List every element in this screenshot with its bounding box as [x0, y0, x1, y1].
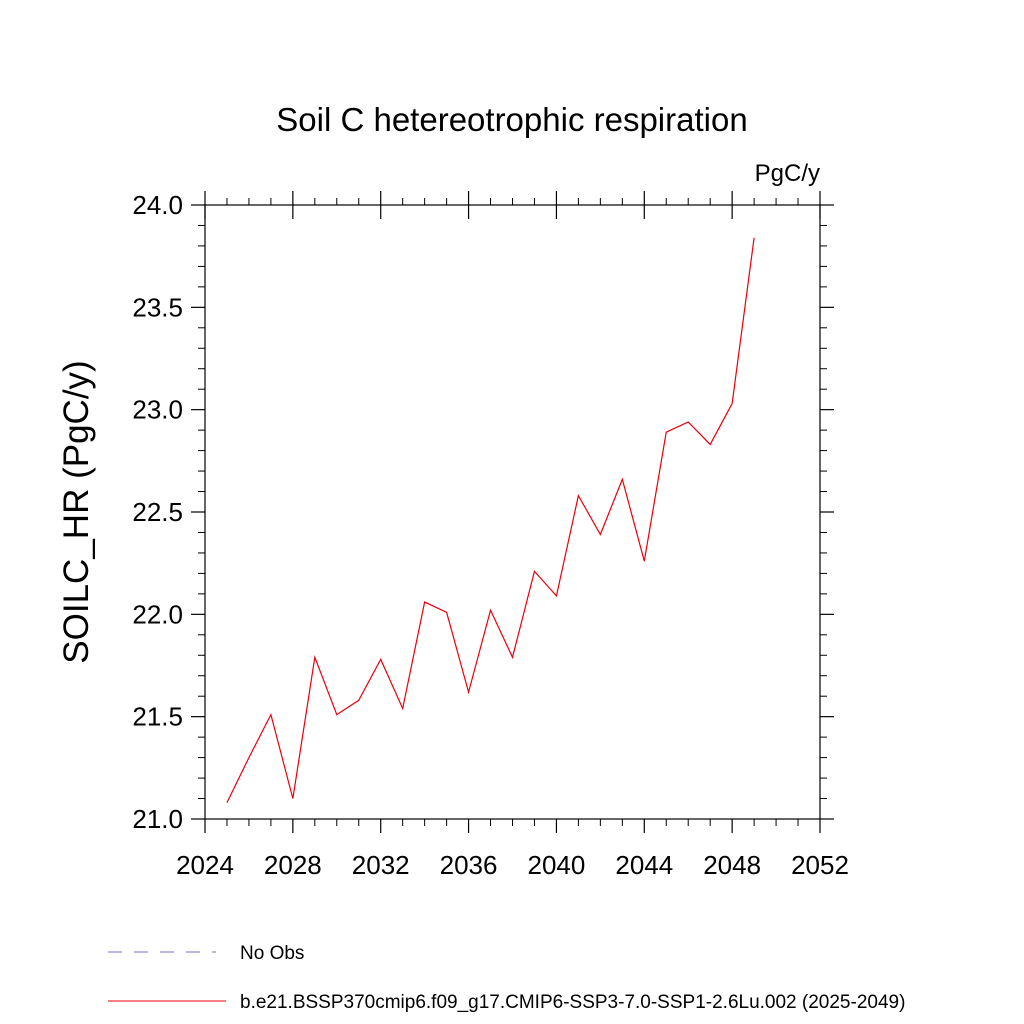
units-label: PgC/y	[755, 160, 820, 187]
x-axis-ticks: 2024 2028 2032 2036 2040 2044 2048 2052	[176, 191, 849, 880]
y-tick-label: 21.0	[132, 804, 183, 834]
x-tick-label: 2044	[615, 850, 673, 880]
legend: No Obs b.e21.BSSP370cmip6.f09_g17.CMIP6-S…	[108, 943, 905, 1013]
chart-title: Soil C hetereotrophic respiration	[276, 101, 747, 138]
y-tick-label: 22.0	[132, 599, 183, 629]
y-tick-label: 23.0	[132, 395, 183, 425]
x-tick-label: 2028	[264, 850, 322, 880]
y-tick-label: 22.5	[132, 497, 183, 527]
x-tick-label: 2052	[791, 850, 849, 880]
y-axis-ticks: 21.0 21.5 22.0 22.5 23.0 23.5 24.0	[132, 190, 834, 834]
x-tick-label: 2048	[703, 850, 761, 880]
x-tick-label: 2024	[176, 850, 234, 880]
legend-label-0: No Obs	[240, 943, 304, 964]
series-layer	[226, 237, 755, 803]
series-line-0	[226, 237, 755, 803]
plot-frame	[204, 204, 821, 820]
x-tick-label: 2036	[440, 850, 498, 880]
y-tick-label: 24.0	[132, 190, 183, 220]
y-tick-label: 21.5	[132, 702, 183, 732]
y-axis-label: SOILC_HR (PgC/y)	[57, 360, 96, 663]
y-tick-label: 23.5	[132, 292, 183, 322]
x-tick-label: 2032	[352, 850, 410, 880]
x-tick-label: 2040	[528, 850, 586, 880]
legend-label-1: b.e21.BSSP370cmip6.f09_g17.CMIP6-SSP3-7.…	[240, 992, 905, 1013]
